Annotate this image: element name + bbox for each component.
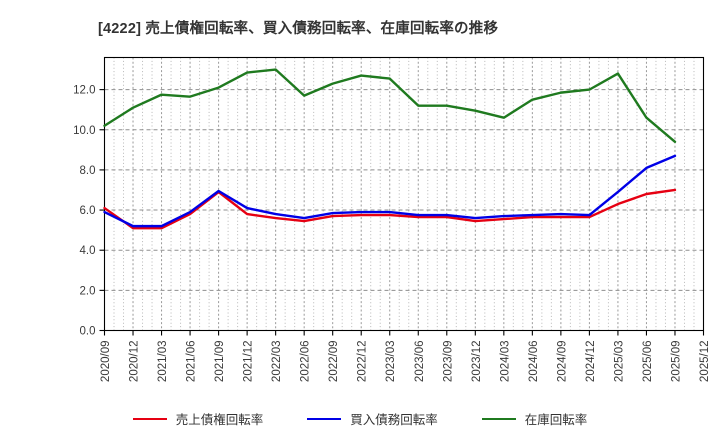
grid-minor-layer: [113, 57, 695, 331]
x-tick-label: 2024/12: [585, 341, 597, 383]
x-tick-label: 2024/06: [528, 341, 540, 383]
legend-label-2: 在庫回転率: [524, 413, 588, 427]
y-tick-label: 10.0: [73, 125, 95, 137]
series-line-1: [103, 154, 677, 228]
legend-color-swatch-0: [132, 417, 167, 420]
plot-border: [103, 56, 705, 332]
legend-color-swatch-2: [481, 417, 516, 420]
legend-label-0: 売上債権回転率: [175, 413, 264, 427]
x-tick-label: 2024/03: [499, 341, 511, 383]
x-tick-label: 2022/06: [300, 341, 312, 383]
x-tick-label: 2023/12: [471, 341, 483, 383]
x-tick-label: 2024/09: [556, 341, 568, 383]
x-tick-label: 2022/12: [357, 341, 369, 383]
x-tick-label: 2020/09: [100, 341, 112, 383]
x-tick-label: 2020/12: [129, 341, 141, 383]
legend-label-1: 買入債務回転率: [350, 413, 438, 427]
x-tick-label: 2025/12: [699, 341, 711, 383]
legend-color-swatch-1: [307, 417, 342, 420]
legend-item: 在庫回転率: [481, 409, 588, 428]
x-tick-label: 2021/09: [214, 341, 226, 383]
x-tick-label: 2022/09: [328, 341, 340, 383]
x-tick-label: 2025/03: [613, 341, 625, 383]
x-tick-label: 2021/12: [243, 341, 255, 383]
x-tick-label: 2021/06: [186, 341, 198, 383]
y-tick-label: 12.0: [73, 85, 95, 97]
x-tick-label: 2023/03: [385, 341, 397, 383]
x-tick-label: 2025/06: [642, 341, 654, 383]
y-tick-label: 0.0: [80, 326, 96, 338]
series-line-0: [103, 188, 677, 230]
y-tick-label: 2.0: [80, 285, 96, 297]
legend-item: 売上債権回転率: [132, 409, 264, 428]
y-tick-label: 6.0: [80, 205, 96, 217]
plot-frame: [103, 56, 705, 332]
y-tick-label: 8.0: [80, 165, 96, 177]
x-tick-label: 2022/03: [271, 341, 283, 383]
y-tick-label: 4.0: [80, 245, 96, 257]
series-line-2: [103, 68, 677, 144]
page-title: [4222] 売上債権回転率、買入債務回転率、在庫回転率の推移: [98, 21, 499, 37]
x-tick-label: 2023/06: [414, 341, 426, 383]
y-axis-ticks: 0.0 2.0 4.0 6.0 8.0 10.0 12.0: [73, 85, 105, 338]
data-series-layer: [103, 68, 677, 230]
x-tick-label: 2021/03: [157, 341, 169, 383]
legend-item: 買入債務回転率: [307, 409, 438, 428]
x-axis-ticks: 2020/09 2020/12 2021/03 2021/06 2021/09 2021/…: [100, 330, 711, 383]
chart-legend: 売上債権回転率 買入債務回転率 在庫回転率: [0, 409, 720, 428]
x-tick-label: 2023/09: [442, 341, 454, 383]
x-tick-label: 2025/09: [670, 341, 682, 383]
